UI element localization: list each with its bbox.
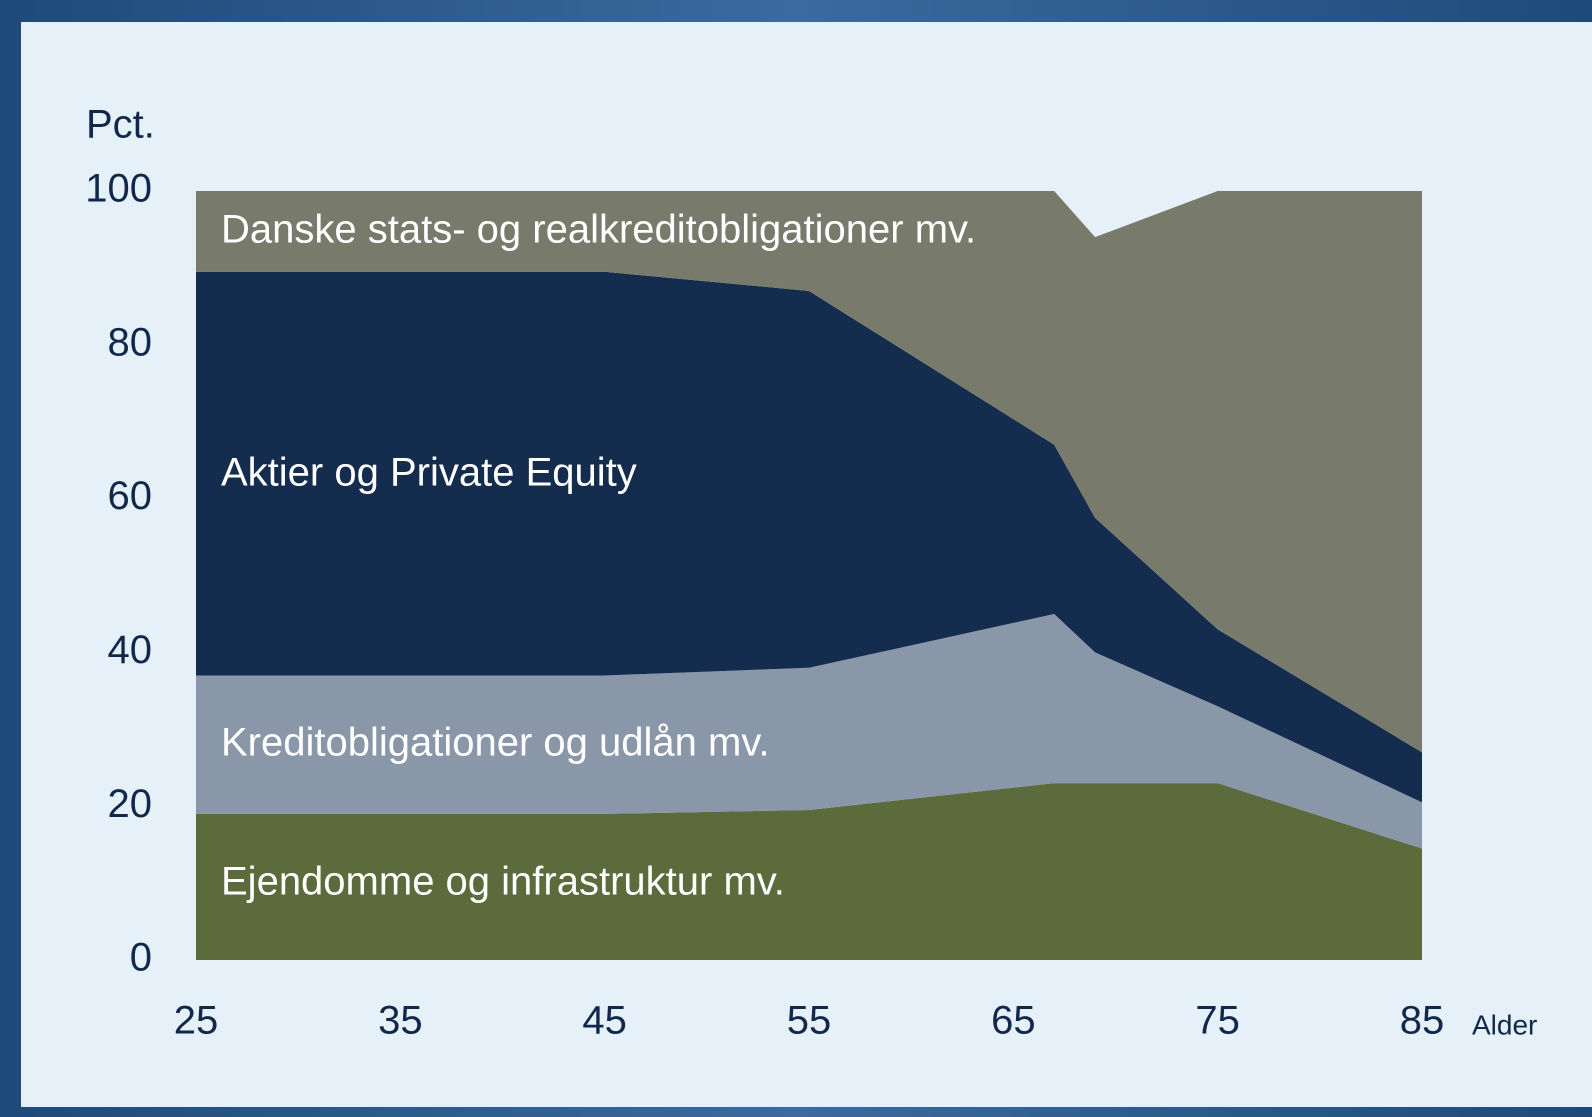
x-axis-label: Alder bbox=[1472, 1009, 1537, 1040]
y-axis-label: Pct. bbox=[86, 103, 155, 147]
x-tick-label: 45 bbox=[582, 999, 627, 1043]
series-label: Kreditobligationer og udlån mv. bbox=[221, 721, 769, 765]
x-tick-label: 55 bbox=[787, 999, 832, 1043]
area bbox=[196, 613, 1422, 849]
area bbox=[196, 783, 1422, 960]
x-tick-label: 75 bbox=[1195, 999, 1240, 1043]
series-label: Aktier og Private Equity bbox=[221, 451, 637, 495]
area bbox=[196, 191, 1422, 753]
area bbox=[196, 271, 1422, 803]
series-label: Danske stats- og realkreditobligationer … bbox=[221, 208, 976, 252]
y-tick-label: 100 bbox=[85, 167, 152, 211]
y-tick-label: 40 bbox=[108, 628, 153, 672]
y-tick-label: 20 bbox=[108, 782, 153, 826]
y-tick-label: 80 bbox=[108, 320, 153, 364]
x-tick-label: 25 bbox=[174, 999, 219, 1043]
x-tick-label: 85 bbox=[1400, 999, 1445, 1043]
y-tick-label: 60 bbox=[108, 474, 153, 518]
series-label: Ejendomme og infrastruktur mv. bbox=[221, 860, 785, 904]
y-tick-label: 0 bbox=[130, 936, 152, 980]
x-tick-label: 65 bbox=[991, 999, 1036, 1043]
x-tick-label: 35 bbox=[378, 999, 423, 1043]
